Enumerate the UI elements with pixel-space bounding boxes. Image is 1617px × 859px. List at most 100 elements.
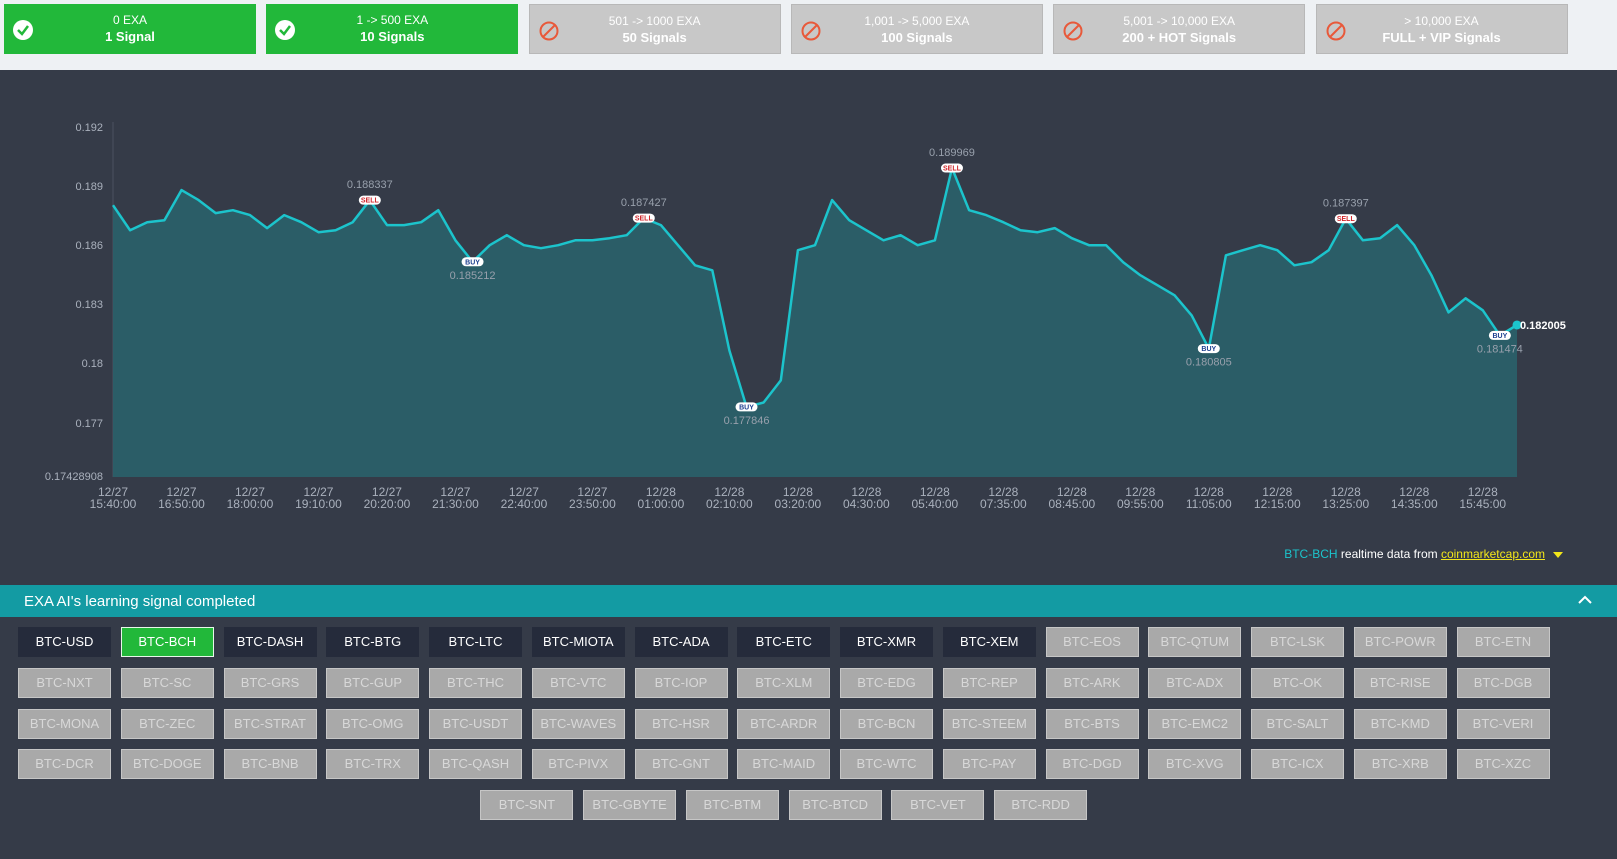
icon-circle [801,21,821,41]
y-tick-label: 0.18 [81,358,103,371]
pair-button: BTC-PIVX [531,749,625,780]
x-tick-label: 12/28 12:15:00 [1253,485,1301,511]
pair-button: BTC-DOGE [120,749,214,780]
pair-button: BTC-VTC [531,667,625,698]
pair-button: BTC-OMG [326,708,420,739]
pair-button: BTC-GRS [223,667,317,698]
pair-button: BTC-KMD [1353,708,1447,739]
pair-button: BTC-RISE [1353,667,1447,698]
tier-card[interactable]: > 10,000 EXA FULL + VIP Signals [1315,4,1568,54]
x-tick-label: 12/28 02:10:00 [706,485,753,511]
locked-icon [801,21,821,41]
signal-value: 0.177846 [724,415,770,427]
pair-button[interactable]: BTC-BCH [120,627,214,657]
pair-button: BTC-QTUM [1148,627,1242,657]
pair-button: BTC-WTC [840,749,933,780]
signal-badge [1197,344,1220,354]
panel-header[interactable]: EXA AI's learning signal completed [0,585,1617,617]
icon-circle [1063,21,1083,41]
tier-card[interactable]: 0 EXA 1 Signal [4,4,256,54]
collapse-icon[interactable] [1578,595,1592,605]
panel-title: EXA AI's learning signal completed [24,593,256,610]
source-link[interactable]: coinmarketcap.com [1440,547,1545,561]
y-tick-label: 0.186 [75,240,103,253]
signal-badge [735,402,758,412]
pair-button: BTC-BNB [223,749,317,780]
tier-signals: 10 Signals [360,29,425,44]
pair-button[interactable]: BTC-ETC [737,627,831,657]
pair-button: BTC-PAY [942,749,1036,780]
pair-button: BTC-GNT [634,749,728,780]
x-tick-label: 12/28 04:30:00 [843,485,890,511]
signal-value: 0.187427 [621,197,667,209]
icon-slash [804,24,818,38]
pair-button: BTC-ETN [1456,627,1550,657]
pair-button[interactable]: BTC-ADA [634,627,728,657]
pair-button: BTC-STRAT [223,708,317,739]
tier-signals: 200 + HOT Signals [1122,30,1237,45]
pair-button: BTC-EDG [840,667,933,698]
dropdown-caret[interactable] [1553,552,1563,558]
signal-value: 0.180805 [1186,357,1232,369]
tier-amount: 1 -> 500 EXA [356,13,429,27]
icon-circle [275,20,296,40]
data-source: BTC-BCH realtime data from coinmarketcap… [1284,547,1545,561]
tier-card[interactable]: 5,001 -> 10,000 EXA 200 + HOT Signals [1053,4,1306,54]
x-tick-label: 12/27 19:10:00 [295,485,342,511]
icon-slash [1066,24,1080,38]
tier-card[interactable]: 1,001 -> 5,000 EXA 100 Signals [790,4,1043,54]
signal-value: 0.187397 [1323,198,1369,210]
pair-button: BTC-TRX [326,749,420,780]
pair-button[interactable]: BTC-XMR [840,627,933,657]
pair-button: BTC-RDD [994,790,1088,820]
pair-button[interactable]: BTC-DASH [223,627,317,657]
pair-button[interactable]: BTC-XEM [942,627,1036,657]
signal-badge [358,195,381,205]
pair-button: BTC-ICX [1251,749,1344,780]
pair-button: BTC-VERI [1456,708,1550,739]
x-tick-label: 12/27 20:20:00 [363,485,411,511]
icon-check [279,25,292,36]
pair-button: BTC-BTS [1045,708,1139,739]
signal-label: BUY [465,259,480,266]
icon-slash [541,24,556,38]
signal-label: SELL [635,216,654,223]
tier-amount: > 10,000 EXA [1404,14,1479,28]
tier-amount: 0 EXA [112,13,148,27]
tier-card[interactable]: 1 -> 500 EXA 10 Signals [266,4,519,54]
pair-button: BTC-XVG [1148,749,1242,780]
y-tick-label: 0.189 [75,181,103,194]
locked-icon [1063,21,1083,41]
x-tick-label: 12/27 23:50:00 [569,485,616,511]
pair-button: BTC-GUP [326,667,420,698]
tier-amount: 1,001 -> 5,000 EXA [864,14,970,28]
signal-label: SELL [1337,216,1356,223]
pair-button: BTC-ARK [1045,667,1139,698]
pair-button[interactable]: BTC-USD [18,627,111,657]
signal-label: BUY [1201,346,1216,353]
pair-button: BTC-OK [1251,667,1344,698]
signal-label: SELL [361,198,380,205]
pair-button[interactable]: BTC-BTG [326,627,420,657]
pair-button[interactable]: BTC-LTC [429,627,522,657]
pair-button: BTC-EMC2 [1148,708,1242,739]
x-tick-label: 12/28 11:05:00 [1185,485,1232,511]
y-tick-label: 0.177 [75,417,103,430]
y-tick-label: 0.192 [75,122,103,134]
pair-button: BTC-SALT [1251,708,1344,739]
icon-slash [1328,24,1343,38]
pair-button[interactable]: BTC-MIOTA [531,627,625,657]
check-icon [275,20,296,40]
pair-button: BTC-XRB [1353,749,1447,780]
tier-card[interactable]: 501 -> 1000 EXA 50 Signals [528,4,781,54]
line [111,166,1518,409]
pair-button: BTC-DGD [1045,749,1139,780]
pair-button: BTC-BCN [840,708,933,739]
tier-strip: 0 EXA 1 Signal 1 -> 500 EXA 10 Signals 501 -… [0,0,1617,70]
tier-amount: 5,001 -> 10,000 EXA [1123,14,1236,28]
last-point [1512,320,1522,330]
icon-circle [1326,21,1345,41]
signal-badge [940,163,963,173]
x-tick-label: 12/27 16:50:00 [158,485,205,511]
